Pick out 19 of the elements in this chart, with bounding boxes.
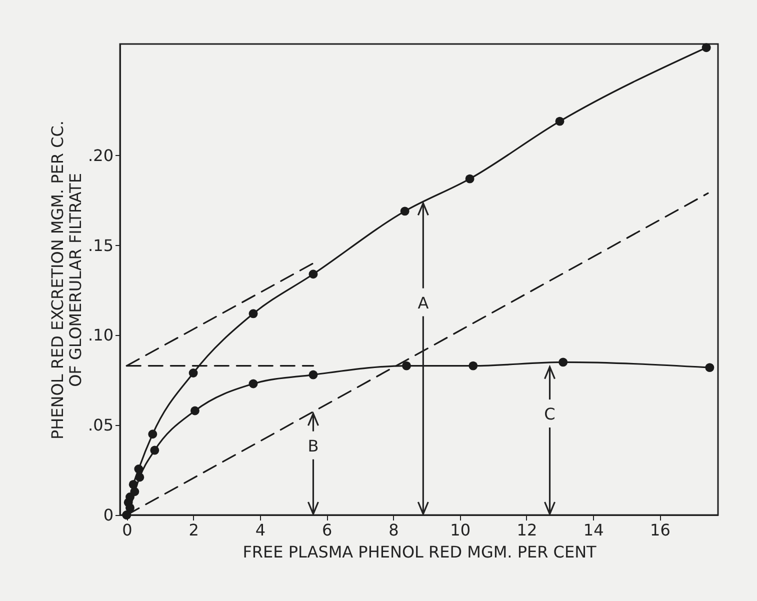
x-tick-label: 2 <box>188 520 199 540</box>
annotation: B <box>308 436 319 456</box>
annotation: A <box>418 293 429 312</box>
annotation: C <box>544 404 556 424</box>
x-tick-label: 10 <box>450 520 470 540</box>
x-tick-label: 4 <box>255 520 266 540</box>
y-tick-label: .05 <box>88 416 114 435</box>
x-tick-label: 14 <box>583 520 604 540</box>
y-axis-title: PHENOL RED EXCRETION MGM. PER CC. OF GLOMERULAR FILTRATE <box>48 120 86 440</box>
x-axis-title: FREE PLASMA PHENOL RED MGM. PER CENT <box>242 542 597 562</box>
y-tick-label: .15 <box>88 236 114 255</box>
y-tick-label: .10 <box>88 326 114 345</box>
x-tick-label: 16 <box>650 520 670 540</box>
y-tick-label: .20 <box>88 146 114 165</box>
x-tick-label: 8 <box>388 520 399 540</box>
y-tick-label: 0 <box>103 506 114 524</box>
x-tick-label: 12 <box>516 520 538 540</box>
x-tick-label: 0 <box>122 520 132 540</box>
x-tick-label: 6 <box>322 520 332 540</box>
